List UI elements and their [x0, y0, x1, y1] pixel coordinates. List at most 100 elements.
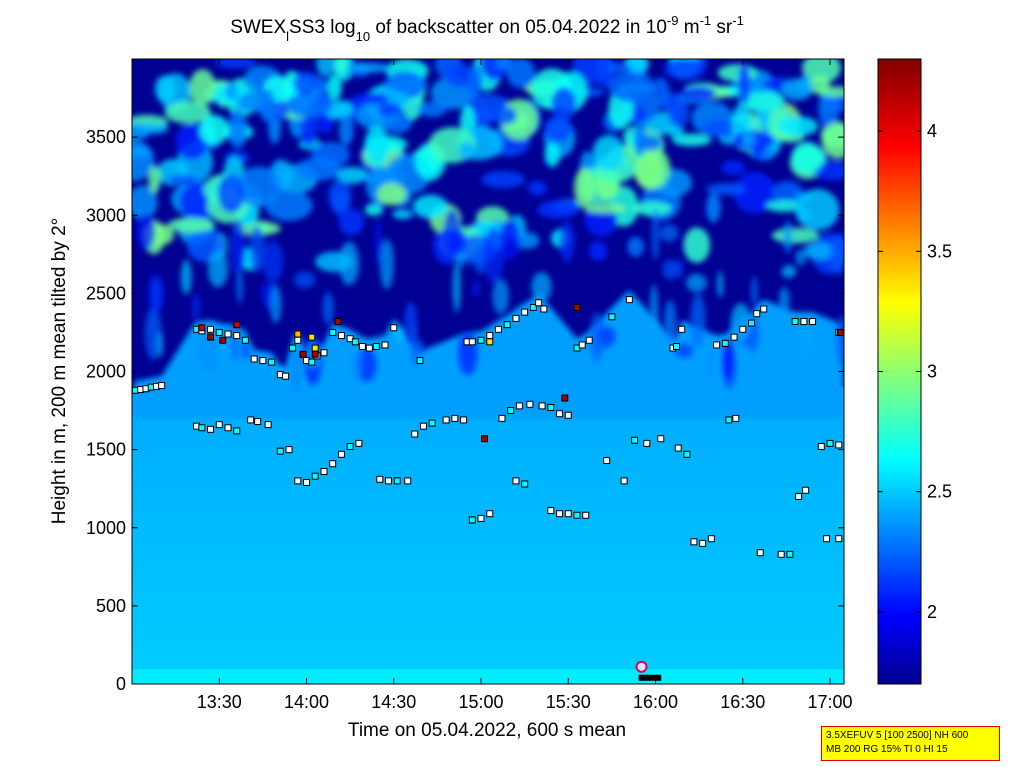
cloud-patch — [285, 92, 334, 118]
bl-top-marker — [753, 310, 761, 318]
colorbar-tick-label: 2 — [927, 602, 937, 622]
cloud-patch — [148, 273, 164, 314]
mid-layer-marker — [707, 535, 715, 543]
cloud-patch — [818, 89, 839, 130]
cloud-patch — [450, 228, 467, 254]
mid-layer-marker — [477, 514, 485, 522]
mid-layer-marker — [311, 472, 319, 480]
cloud-patch — [781, 78, 813, 101]
mid-layer-marker — [215, 421, 223, 429]
x-tick-label: 14:30 — [371, 692, 416, 712]
bl-top-marker — [207, 325, 215, 333]
x-tick-label: 15:30 — [546, 692, 591, 712]
mid-layer-marker — [699, 539, 707, 547]
heatmap-band — [132, 480, 844, 490]
mid-layer-marker — [582, 511, 590, 519]
mid-layer-marker — [756, 549, 764, 557]
mid-layer-marker — [411, 430, 419, 438]
cloud-patch — [385, 91, 411, 106]
bl-top-marker — [578, 341, 586, 349]
x-tick-label: 13:30 — [197, 692, 242, 712]
bl-top-marker — [259, 357, 267, 365]
mid-layer-marker — [276, 447, 284, 455]
mid-layer-marker — [732, 414, 740, 422]
mid-layer-marker — [404, 477, 412, 485]
mid-layer-marker — [385, 477, 393, 485]
cloud-patch — [802, 59, 841, 84]
mid-layer-marker — [777, 550, 785, 558]
mid-layer-marker — [547, 507, 555, 515]
cloud-patch — [649, 284, 659, 337]
cloud-patch — [663, 299, 677, 347]
cloud-patch — [742, 131, 755, 148]
bl-top-marker — [503, 321, 511, 329]
cloud-patch — [345, 62, 392, 73]
mid-layer-marker — [254, 418, 262, 425]
cloud-patch — [722, 338, 734, 382]
cloud-patch — [228, 108, 247, 149]
cloud-patch — [544, 142, 560, 168]
x-axis-label: Time on 05.04.2022, 600 s mean — [348, 720, 626, 741]
cloud-patch — [717, 64, 758, 82]
mid-layer-marker — [802, 486, 810, 494]
cloud-patch — [180, 259, 192, 295]
cloud-patch — [382, 77, 428, 94]
mid-layer-marker — [835, 535, 843, 543]
x-tick-label: 15:00 — [458, 692, 503, 712]
bl-top-marker — [329, 328, 337, 336]
heatmap-band — [132, 590, 844, 600]
mid-layer-marker — [355, 439, 363, 447]
bl-top-marker — [529, 303, 537, 311]
mid-layer-marker — [486, 510, 494, 518]
mid-layer-marker — [564, 411, 572, 419]
cloud-patch — [499, 219, 521, 261]
heatmap-band — [132, 504, 844, 514]
heatmap-band — [132, 574, 844, 584]
cloud-patch — [491, 106, 518, 125]
cloud-patch — [352, 92, 397, 105]
cloud-patch — [778, 116, 819, 137]
y-axis: 0 500 1000 1500 2000 2500 3000 3500 — [86, 127, 844, 694]
mid-layer-marker — [419, 422, 427, 430]
y-axis-label: Height in m, 200 m mean tilted by 2° — [49, 218, 70, 524]
bl-top-marker — [521, 308, 529, 316]
cloud-patch — [214, 59, 257, 69]
bl-top-marker — [721, 339, 729, 347]
cloud-patch — [737, 62, 751, 105]
bl-top-marker — [625, 296, 633, 304]
cloud-patch — [659, 224, 679, 242]
mid-layer-marker — [564, 510, 572, 518]
mid-layer-marker — [817, 443, 825, 450]
cloud-patch — [592, 135, 625, 171]
mid-layer-marker — [823, 535, 831, 543]
x-tick-label: 17:00 — [808, 692, 853, 712]
cloud-patch — [327, 73, 342, 100]
cloud-patch — [681, 86, 717, 101]
mid-layer-marker — [207, 425, 215, 433]
bl-top-marker — [268, 358, 276, 366]
y-tick-label: 3000 — [86, 205, 126, 225]
bl-top-marker — [585, 336, 593, 344]
cloud-patch — [467, 64, 483, 100]
cloud-patch — [738, 90, 784, 112]
bl-top-marker — [713, 341, 721, 349]
colorbar-tick-label: 3 — [927, 362, 937, 382]
heatmap-band — [132, 605, 844, 615]
cloud-patch — [404, 301, 418, 344]
mid-layer-marker — [198, 424, 206, 432]
heatmap-band — [132, 441, 844, 451]
mid-layer-marker — [247, 416, 255, 424]
cloud-patch — [263, 241, 284, 282]
cloud-patch — [800, 319, 810, 358]
mid-layer-marker — [547, 403, 555, 411]
cloud-patch — [293, 71, 318, 96]
cloud-patch — [795, 188, 840, 231]
mid-layer-marker — [683, 450, 691, 458]
mid-layer-marker — [264, 421, 272, 429]
cloud-patch — [706, 193, 721, 223]
x-axis: 13:30 14:00 14:30 15:00 15:30 16:00 16:30 17:00 — [197, 59, 853, 712]
heatmap-band — [132, 582, 844, 592]
cloud-patch — [781, 265, 797, 279]
cloud-patch — [379, 238, 394, 290]
cloud-patch — [364, 125, 389, 167]
